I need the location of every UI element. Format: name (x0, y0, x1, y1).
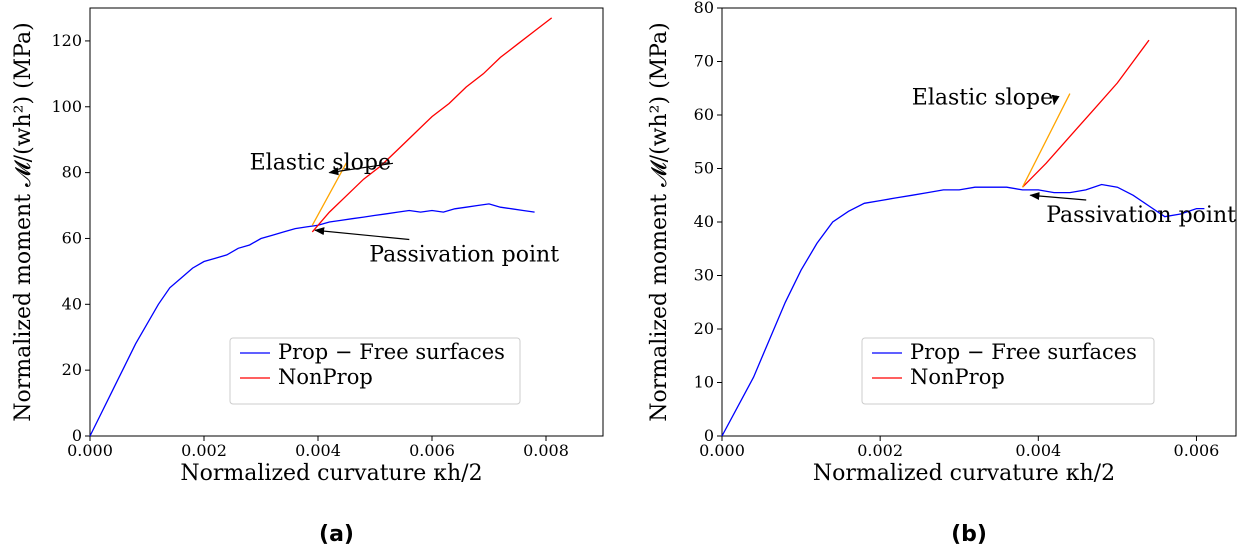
x-tick-label: 0.004 (1015, 441, 1061, 460)
y-tick-label: 80 (62, 163, 82, 182)
annotation-arrow (1051, 94, 1060, 106)
y-tick-label: 80 (694, 0, 714, 17)
passivation-point-annotation: Passivation point (1046, 203, 1236, 228)
x-tick-label: 0.002 (181, 441, 227, 460)
series-line-prop-free-surfaces (89, 203, 535, 437)
y-axis-label: Normalized moment 𝓜/(wh²) (MPa) (647, 22, 672, 421)
legend-entry-label: Prop − Free surfaces (910, 340, 1137, 364)
legend-box (229, 337, 521, 405)
x-tick-label: 0.000 (699, 441, 745, 460)
annotation-arrow (1029, 192, 1087, 201)
y-tick-label: 60 (694, 105, 714, 124)
series-line-prop-free-surfaces (721, 183, 1205, 437)
x-tick-label: 0.000 (67, 441, 113, 460)
x-axis-label: Normalized curvature κh/2 (813, 461, 1115, 486)
chart-panel-2: 0.000 0.002 0.004 0.006 0 10 20 30 40 50 60 70 80 Nor… (647, 0, 1237, 547)
legend-box (861, 337, 1155, 405)
x-tick-label: 0.004 (295, 441, 341, 460)
y-axis-label: Normalized moment 𝓜/(wh²) (MPa) (11, 22, 36, 421)
y-tick-label: 20 (62, 360, 82, 379)
legend-entry-label: NonProp (278, 365, 373, 389)
x-tick-label: 0.006 (409, 441, 455, 460)
y-tick-label: 50 (694, 159, 714, 178)
y-tick-label: 0 (704, 426, 714, 445)
x-axis-label: Normalized curvature κh/2 (180, 461, 482, 486)
y-tick-label: 60 (62, 228, 82, 247)
y-tick-label: 40 (694, 212, 714, 231)
annotation-arrow (314, 227, 410, 241)
elastic-slope-annotation: Elastic slope (912, 85, 1053, 110)
legend-entry-label: NonProp (910, 365, 1005, 389)
y-tick-label: 30 (694, 266, 714, 285)
chart-panel-1: 0.000 0.002 0.004 0.006 0.008 0 20 40 60 80 100 120… (11, 7, 604, 547)
series-line-elastic-slope (311, 162, 348, 226)
y-tick-label: 120 (51, 31, 82, 50)
y-tick-label: 70 (694, 52, 714, 71)
y-tick-label: 20 (694, 319, 714, 338)
legend-entry-label: Prop − Free surfaces (278, 340, 505, 364)
y-tick-label: 40 (62, 294, 82, 313)
y-tick-label: 100 (51, 97, 82, 116)
x-tick-label: 0.008 (523, 441, 569, 460)
panel-label: (a) (319, 522, 354, 547)
plot-frame (89, 7, 604, 437)
y-tick-label: 10 (694, 373, 714, 392)
elastic-slope-annotation: Elastic slope (250, 150, 391, 175)
passivation-point-annotation: Passivation point (369, 243, 559, 268)
x-tick-label: 0.002 (857, 441, 903, 460)
panel-label: (b) (951, 522, 987, 547)
series-line-nonprop (311, 17, 553, 233)
annotation-arrow (328, 162, 394, 176)
x-tick-label: 0.006 (1174, 441, 1220, 460)
y-tick-label: 0 (72, 426, 82, 445)
series-line-elastic-slope (1021, 93, 1071, 188)
series-line-nonprop (1022, 39, 1150, 188)
